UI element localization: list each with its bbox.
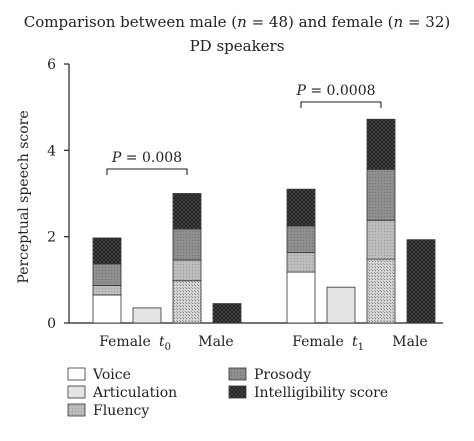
chart-title-line1: Comparison between male (n = 48) and fem…	[24, 13, 450, 31]
bar-segment-intelligibility-score	[286, 188, 316, 227]
bar-segment-prosody	[92, 263, 122, 286]
legend-label: Prosody	[254, 367, 311, 383]
bar-segment-fluency	[172, 259, 202, 282]
legend-swatch-fluency	[67, 403, 86, 417]
legend-swatch-prosody	[228, 367, 247, 381]
bar-segment-intelligibility-score	[366, 118, 396, 170]
annotations: Female t0 Male Female t1 Male P = 0.008 P = 0.0…	[99, 83, 428, 353]
legend-label: Fluency	[93, 403, 149, 419]
y-tick-label: 6	[47, 57, 56, 73]
bar-label-female: Female	[292, 334, 344, 350]
legend-swatch-voice	[67, 367, 86, 381]
y-tick-label: 0	[47, 316, 56, 332]
y-tick-label: 4	[47, 143, 56, 159]
legend-swatch-articulation	[67, 385, 86, 399]
bars	[92, 118, 436, 324]
bar-segment-articulation	[132, 307, 162, 324]
bar-segment-voice	[366, 258, 396, 324]
bar-segment-fluency	[92, 285, 122, 296]
bar-segment-intelligibility-score	[172, 193, 202, 230]
bar-segment-fluency	[366, 219, 396, 260]
bar-segment-intelligibility-score	[212, 303, 242, 324]
bar-segment-prosody	[286, 225, 316, 254]
p-value-label: P = 0.0008	[295, 83, 375, 99]
bar-segment-intelligibility-score	[406, 239, 436, 324]
timepoint-label: t0	[159, 334, 171, 353]
y-ticks: 0 2 4 6	[47, 57, 69, 332]
chart-title-line2: PD speakers	[190, 37, 285, 55]
bar-segment-prosody	[366, 168, 396, 221]
bar-label-male: Male	[392, 334, 427, 350]
bar-segment-voice	[172, 280, 202, 324]
legend-swatch-intelligibility-score	[228, 385, 247, 399]
bar-segment-prosody	[172, 228, 202, 261]
timepoint-label: t1	[352, 334, 364, 353]
legend-label: Articulation	[92, 385, 177, 401]
p-value-label: P = 0.008	[111, 150, 182, 166]
bar-segment-fluency	[286, 252, 316, 273]
bar-label-female: Female	[99, 334, 151, 350]
significance-bracket	[106, 168, 188, 175]
bar-label-male: Male	[198, 334, 233, 350]
bar-segment-voice	[92, 294, 122, 324]
y-axis-label: Perceptual speech score	[16, 110, 32, 283]
bar-segment-intelligibility-score	[92, 237, 122, 265]
legend: Voice Articulation Fluency Prosody Intelligi…	[67, 367, 388, 419]
legend-label: Voice	[92, 367, 131, 383]
legend-label: Intelligibility score	[254, 385, 388, 401]
significance-bracket	[300, 101, 382, 108]
y-tick-label: 2	[47, 230, 56, 246]
bar-segment-voice	[286, 271, 316, 324]
bar-segment-articulation	[326, 286, 356, 324]
